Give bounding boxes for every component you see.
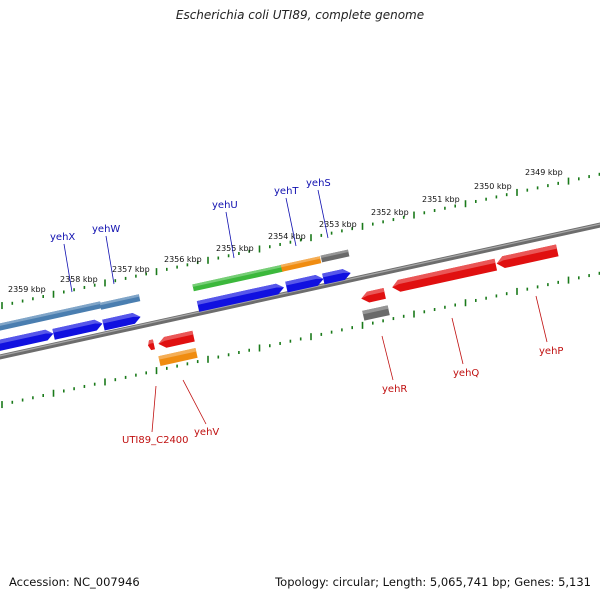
- kbp-label-2353: 2353 kbp: [319, 220, 357, 229]
- cds-arrow-3: [102, 313, 141, 331]
- kbp-label-2354: 2354 kbp: [268, 232, 306, 241]
- gene-label-yehR: yehR: [382, 384, 407, 395]
- cds-arrow-UTI89_C2400: [148, 339, 156, 351]
- tick-track-reverse: [1, 271, 600, 409]
- tick-track-forward: [1, 172, 600, 310]
- cds-arrow-yehQ: [392, 258, 498, 292]
- kbp-label-2350: 2350 kbp: [474, 182, 512, 191]
- gene-block-yehW: [99, 294, 141, 310]
- gene-block-yehX: [0, 301, 102, 331]
- gene-label-yehX: yehX: [50, 232, 75, 243]
- cds-arrow-6: [322, 269, 351, 285]
- kbp-label-2358: 2358 kbp: [60, 275, 98, 284]
- cds-arrow-4: [196, 283, 284, 312]
- cds-arrow-5: [285, 275, 324, 293]
- topology-label: Topology: circular; Length: 5,065,741 bp…: [275, 575, 591, 589]
- kbp-label-2351: 2351 kbp: [422, 195, 460, 204]
- cds-arrow-yehP: [496, 244, 559, 269]
- map-title: Escherichia coli UTI89, complete genome: [175, 8, 425, 22]
- cds-arrow-2: [52, 319, 103, 340]
- gene-block-yehT: [280, 256, 322, 272]
- cds-arrow-yehV: [158, 330, 195, 348]
- feature-layer: [0, 244, 559, 366]
- gene-label-yehW: yehW: [92, 224, 120, 235]
- gene-block-yehV: [158, 348, 198, 366]
- gene-label-UTI89_C2400: UTI89_C2400: [122, 435, 189, 446]
- gene-label-yehV: yehV: [194, 427, 219, 438]
- gene-label-yehT: yehT: [274, 186, 299, 197]
- kbp-label-2357: 2357 kbp: [112, 265, 150, 274]
- accession-label: Accession: NC_007946: [9, 575, 140, 589]
- kbp-label-2356: 2356 kbp: [164, 255, 202, 264]
- gene-block-yehU: [192, 264, 284, 292]
- gene-label-yehQ: yehQ: [453, 368, 479, 379]
- cds-arrow-1: [0, 329, 54, 352]
- gene-label-yehS: yehS: [306, 178, 331, 189]
- kbp-label-2349: 2349 kbp: [525, 168, 563, 177]
- kbp-label-2352: 2352 kbp: [371, 208, 409, 217]
- genome-backbone: [0, 222, 600, 360]
- gene-label-yehU: yehU: [212, 200, 238, 211]
- gene-block-yehR: [362, 305, 390, 321]
- kbp-label-2359: 2359 kbp: [8, 285, 46, 294]
- gene-block-yehS: [320, 249, 350, 263]
- tick-layer: [1, 172, 600, 409]
- kbp-label-2355: 2355 kbp: [216, 244, 254, 253]
- cds-arrow-yehR: [361, 288, 386, 303]
- gene-label-yehP: yehP: [539, 346, 563, 357]
